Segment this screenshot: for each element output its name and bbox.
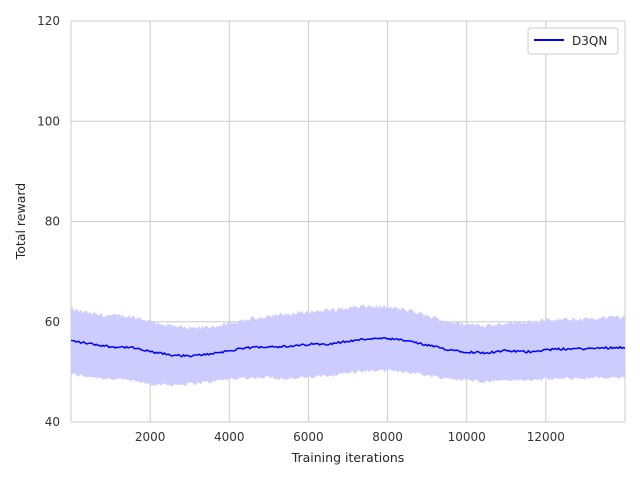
series-line-d3qn [70, 336, 626, 358]
y-tick-label: 40 [45, 415, 60, 429]
x-tick-label: 10000 [448, 430, 486, 444]
x-tick-label: 2000 [135, 430, 166, 444]
x-tick-label: 12000 [527, 430, 565, 444]
x-tick-label: 8000 [372, 430, 403, 444]
grid [70, 20, 626, 423]
y-tick-label: 120 [37, 14, 60, 28]
legend: D3QN [527, 27, 619, 55]
x-tick-label: 4000 [214, 430, 245, 444]
x-tick-label: 6000 [293, 430, 324, 444]
x-axis-label: Training iterations [291, 450, 405, 465]
legend-box [527, 27, 619, 55]
y-tick-label: 80 [45, 215, 60, 229]
y-axis-label: Total reward [13, 183, 28, 260]
plot-frame [70, 20, 626, 423]
y-tick-label: 60 [45, 315, 60, 329]
legend-label-d3qn: D3QN [572, 34, 607, 48]
series-band-d3qn [71, 304, 625, 387]
confidence-band [71, 304, 625, 387]
x-axis-ticks: 2000 4000 6000 8000 10000 12000 [135, 430, 565, 444]
series-lines [70, 336, 626, 358]
y-tick-label: 100 [37, 114, 60, 128]
y-axis-ticks: 40 60 80 100 120 [37, 14, 60, 429]
